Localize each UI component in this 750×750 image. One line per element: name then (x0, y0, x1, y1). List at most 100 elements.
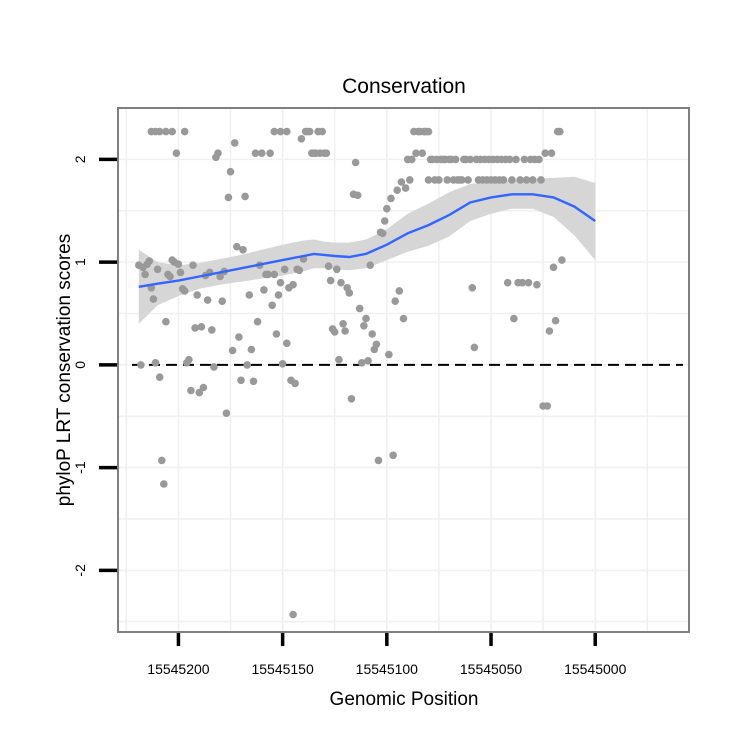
y-tick-label: 1 (72, 258, 88, 266)
data-point (364, 357, 372, 365)
data-point (499, 176, 508, 184)
data-point (153, 265, 162, 274)
data-point (216, 272, 224, 281)
data-point (195, 388, 204, 397)
data-point (541, 149, 549, 157)
data-point (418, 149, 427, 157)
data-point (401, 184, 410, 192)
data-point (276, 127, 285, 136)
data-point (228, 346, 237, 355)
data-point (276, 278, 285, 287)
y-tick-label: 2 (72, 155, 88, 163)
data-point (468, 284, 477, 292)
data-point (353, 191, 362, 200)
data-point (176, 268, 185, 277)
data-point (251, 149, 260, 157)
data-point (366, 261, 375, 270)
data-point (283, 127, 291, 136)
data-point (383, 204, 391, 213)
data-point (187, 386, 195, 395)
data-point (512, 155, 520, 164)
x-axis-ticks: 15545200 15545150 15545100 15545050 15545000 (147, 633, 627, 677)
data-point (372, 340, 381, 349)
data-point (362, 314, 370, 323)
data-point (235, 333, 243, 341)
data-point (330, 328, 339, 336)
data-point (380, 217, 389, 225)
data-point (389, 451, 397, 460)
x-axis-label: Genomic Position (330, 689, 479, 710)
data-point (174, 260, 183, 269)
data-point (158, 456, 166, 465)
data-point (516, 176, 524, 184)
data-point (197, 323, 206, 331)
data-point (305, 127, 314, 136)
data-point (258, 149, 266, 157)
data-point (424, 127, 433, 136)
data-point (537, 176, 545, 184)
data-point (345, 289, 354, 297)
data-point (210, 363, 218, 371)
smoothed-trend-line (138, 193, 596, 288)
data-point (556, 127, 564, 136)
x-tick-label: 15545050 (460, 661, 523, 677)
data-point (506, 155, 514, 164)
data-point (368, 330, 377, 338)
data-point (295, 266, 304, 275)
data-point (162, 317, 170, 326)
data-point (280, 265, 289, 274)
data-point (385, 350, 393, 359)
data-point (503, 278, 512, 287)
data-point (168, 127, 176, 136)
data-point (145, 257, 154, 265)
y-tick-label: -2 (72, 564, 88, 577)
data-point (185, 355, 193, 364)
data-point (318, 127, 327, 136)
data-point (510, 314, 518, 323)
data-point (245, 291, 254, 299)
data-point (424, 176, 433, 184)
data-point (470, 343, 479, 352)
data-point (243, 361, 251, 369)
data-point (137, 361, 145, 369)
data-point (222, 409, 231, 418)
y-axis-ticks: -2 -1 0 1 2 (72, 155, 117, 577)
data-point (180, 127, 189, 136)
y-tick-label: 0 (72, 361, 88, 369)
data-point (237, 376, 245, 385)
data-point (218, 297, 226, 306)
data-point (270, 270, 279, 279)
data-point (241, 192, 249, 201)
x-tick-label: 15545200 (147, 661, 210, 677)
data-point (378, 229, 387, 238)
y-axis-label: phyloP LRT conservation scores (54, 234, 75, 507)
confidence-band (138, 176, 596, 324)
data-point (341, 327, 349, 335)
data-point (395, 287, 404, 295)
data-points (135, 127, 566, 619)
data-point (451, 155, 460, 164)
data-point (253, 317, 262, 326)
chart-title: Conservation (342, 75, 466, 98)
data-point (166, 272, 174, 281)
data-point (208, 326, 216, 334)
data-point (397, 178, 406, 186)
data-point (191, 324, 199, 332)
data-point (435, 176, 443, 184)
data-point (272, 330, 281, 338)
data-point (412, 149, 420, 157)
data-point (291, 379, 299, 388)
data-point (289, 610, 297, 619)
data-point (155, 373, 164, 382)
data-point (347, 395, 356, 403)
data-point (360, 322, 368, 330)
data-point (214, 149, 222, 157)
data-point (399, 314, 408, 323)
data-point (391, 297, 400, 306)
data-point (408, 155, 416, 164)
data-point (160, 480, 168, 488)
data-point (268, 301, 277, 310)
data-point (387, 194, 395, 203)
data-point (508, 176, 516, 184)
data-point (545, 327, 554, 335)
